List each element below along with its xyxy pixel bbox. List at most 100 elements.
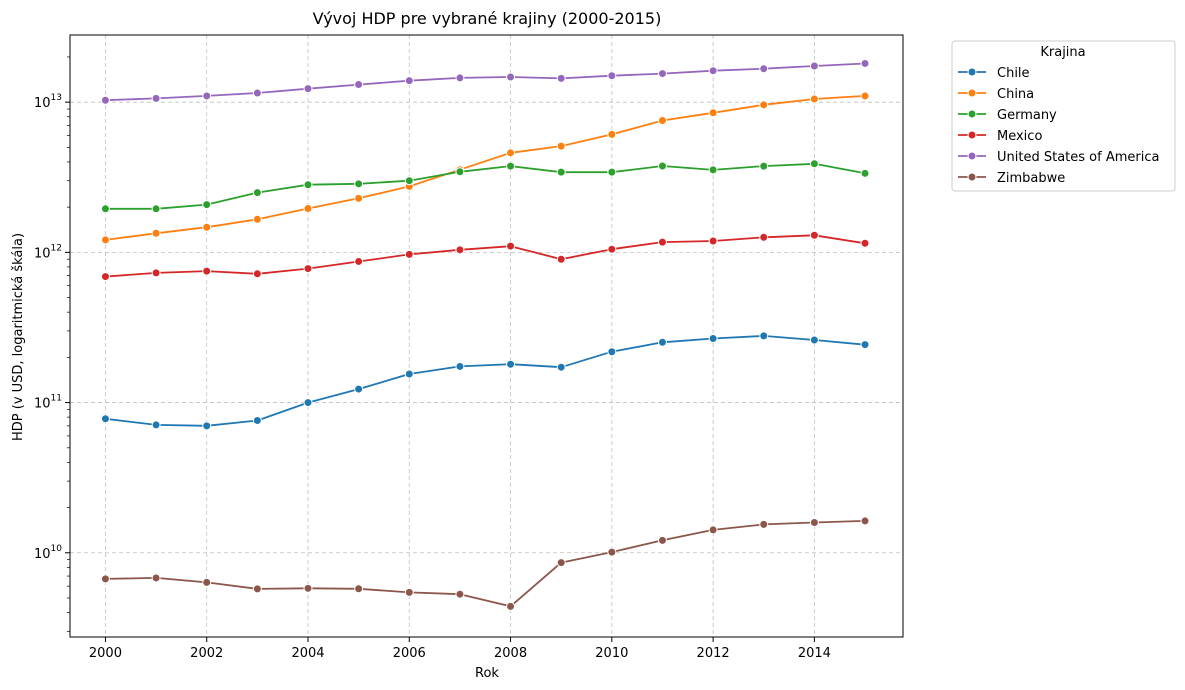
data-point-chile	[708, 334, 718, 344]
data-point-zimbabwe	[202, 577, 212, 587]
data-point-germany	[252, 188, 262, 198]
data-point-chile	[759, 331, 769, 341]
data-point-germany	[404, 176, 414, 186]
data-point-zimbabwe	[607, 547, 617, 557]
data-point-chile	[303, 398, 313, 408]
data-point-united-states-of-america	[303, 84, 313, 94]
x-tick-label: 2000	[89, 646, 122, 661]
data-point-chile	[252, 415, 262, 425]
data-point-germany	[809, 159, 819, 169]
data-point-germany	[303, 180, 313, 190]
data-point-china	[708, 108, 718, 118]
data-point-zimbabwe	[404, 587, 414, 597]
data-point-germany	[657, 161, 667, 171]
data-point-united-states-of-america	[759, 64, 769, 74]
data-point-germany	[708, 165, 718, 175]
data-point-zimbabwe	[556, 558, 566, 568]
data-point-united-states-of-america	[556, 73, 566, 83]
y-tick-label: 1013	[34, 93, 62, 111]
data-point-united-states-of-america	[100, 95, 110, 105]
legend-item-chile: Chile	[958, 66, 1030, 81]
legend-marker	[967, 172, 977, 182]
data-point-china	[252, 214, 262, 224]
data-point-mexico	[455, 245, 465, 255]
data-point-china	[354, 193, 364, 203]
data-point-zimbabwe	[708, 525, 718, 535]
legend-item-germany: Germany	[958, 108, 1057, 123]
plot-frame	[69, 34, 904, 638]
data-point-zimbabwe	[506, 601, 516, 611]
data-point-mexico	[151, 268, 161, 278]
data-point-mexico	[759, 232, 769, 242]
data-point-mexico	[100, 272, 110, 282]
data-point-mexico	[860, 238, 870, 248]
legend-marker	[967, 88, 977, 98]
legend-label: Chile	[997, 66, 1030, 81]
data-point-chile	[556, 362, 566, 372]
x-tick-label: 2006	[393, 646, 426, 661]
data-point-united-states-of-america	[809, 61, 819, 71]
series-line-mexico	[105, 234, 866, 278]
x-tick-label: 2008	[494, 646, 527, 661]
axes: 2000 2002 2004 2006 2008 2010 2012 2014 1010 1011…	[34, 56, 831, 661]
series-line-zimbabwe	[105, 520, 866, 608]
x-axis-label: Rok	[475, 666, 499, 681]
legend-items: Chile China Germany Mexico United States of …	[958, 66, 1159, 186]
data-point-china	[100, 235, 110, 245]
data-point-mexico	[607, 244, 617, 254]
series-zimbabwe	[100, 516, 870, 611]
data-point-mexico	[354, 256, 364, 266]
y-axis-label: HDP (v USD, logaritmická škála)	[11, 233, 26, 441]
x-tick-label: 2014	[798, 646, 831, 661]
data-point-germany	[607, 167, 617, 177]
data-point-united-states-of-america	[708, 66, 718, 76]
x-tick-label: 2004	[291, 646, 324, 661]
data-point-chile	[100, 414, 110, 424]
data-point-germany	[455, 167, 465, 177]
series-line-china	[105, 95, 866, 241]
data-point-mexico	[809, 230, 819, 240]
series-line-united-states-of-america	[105, 62, 866, 102]
data-point-germany	[100, 204, 110, 214]
data-point-united-states-of-america	[657, 69, 667, 79]
legend-item-zimbabwe: Zimbabwe	[958, 171, 1065, 186]
legend-label: China	[997, 87, 1034, 102]
data-point-germany	[354, 179, 364, 189]
legend-marker	[967, 151, 977, 161]
y-tick-label: 1012	[34, 243, 62, 261]
data-point-china	[303, 203, 313, 213]
data-point-chile	[860, 340, 870, 350]
data-point-chile	[151, 420, 161, 430]
x-tick-label: 2002	[190, 646, 223, 661]
data-point-zimbabwe	[455, 589, 465, 599]
data-point-chile	[354, 384, 364, 394]
data-point-mexico	[657, 237, 667, 247]
data-point-germany	[202, 200, 212, 210]
data-point-united-states-of-america	[506, 72, 516, 82]
x-tick-label: 2012	[697, 646, 730, 661]
data-point-china	[151, 228, 161, 238]
data-point-zimbabwe	[809, 518, 819, 528]
data-point-germany	[759, 161, 769, 171]
data-point-germany	[151, 204, 161, 214]
data-point-zimbabwe	[860, 516, 870, 526]
series-layer	[100, 58, 870, 611]
data-point-united-states-of-america	[151, 93, 161, 103]
data-point-mexico	[556, 254, 566, 264]
series-china	[100, 91, 870, 245]
x-tick-label: 2010	[595, 646, 628, 661]
series-united-states-of-america	[100, 58, 870, 105]
data-point-mexico	[202, 266, 212, 276]
legend: Krajina Chile China Germany Mexico United St…	[951, 40, 1176, 192]
legend-title: Krajina	[1040, 45, 1085, 60]
data-point-zimbabwe	[151, 573, 161, 583]
legend-item-united-states-of-america: United States of America	[958, 150, 1159, 165]
data-point-china	[860, 91, 870, 101]
y-tick-label: 1011	[34, 394, 62, 412]
data-point-mexico	[404, 249, 414, 259]
series-line-chile	[105, 334, 866, 427]
data-point-united-states-of-america	[607, 71, 617, 81]
data-point-mexico	[303, 264, 313, 274]
series-mexico	[100, 230, 870, 282]
series-chile	[100, 331, 870, 431]
